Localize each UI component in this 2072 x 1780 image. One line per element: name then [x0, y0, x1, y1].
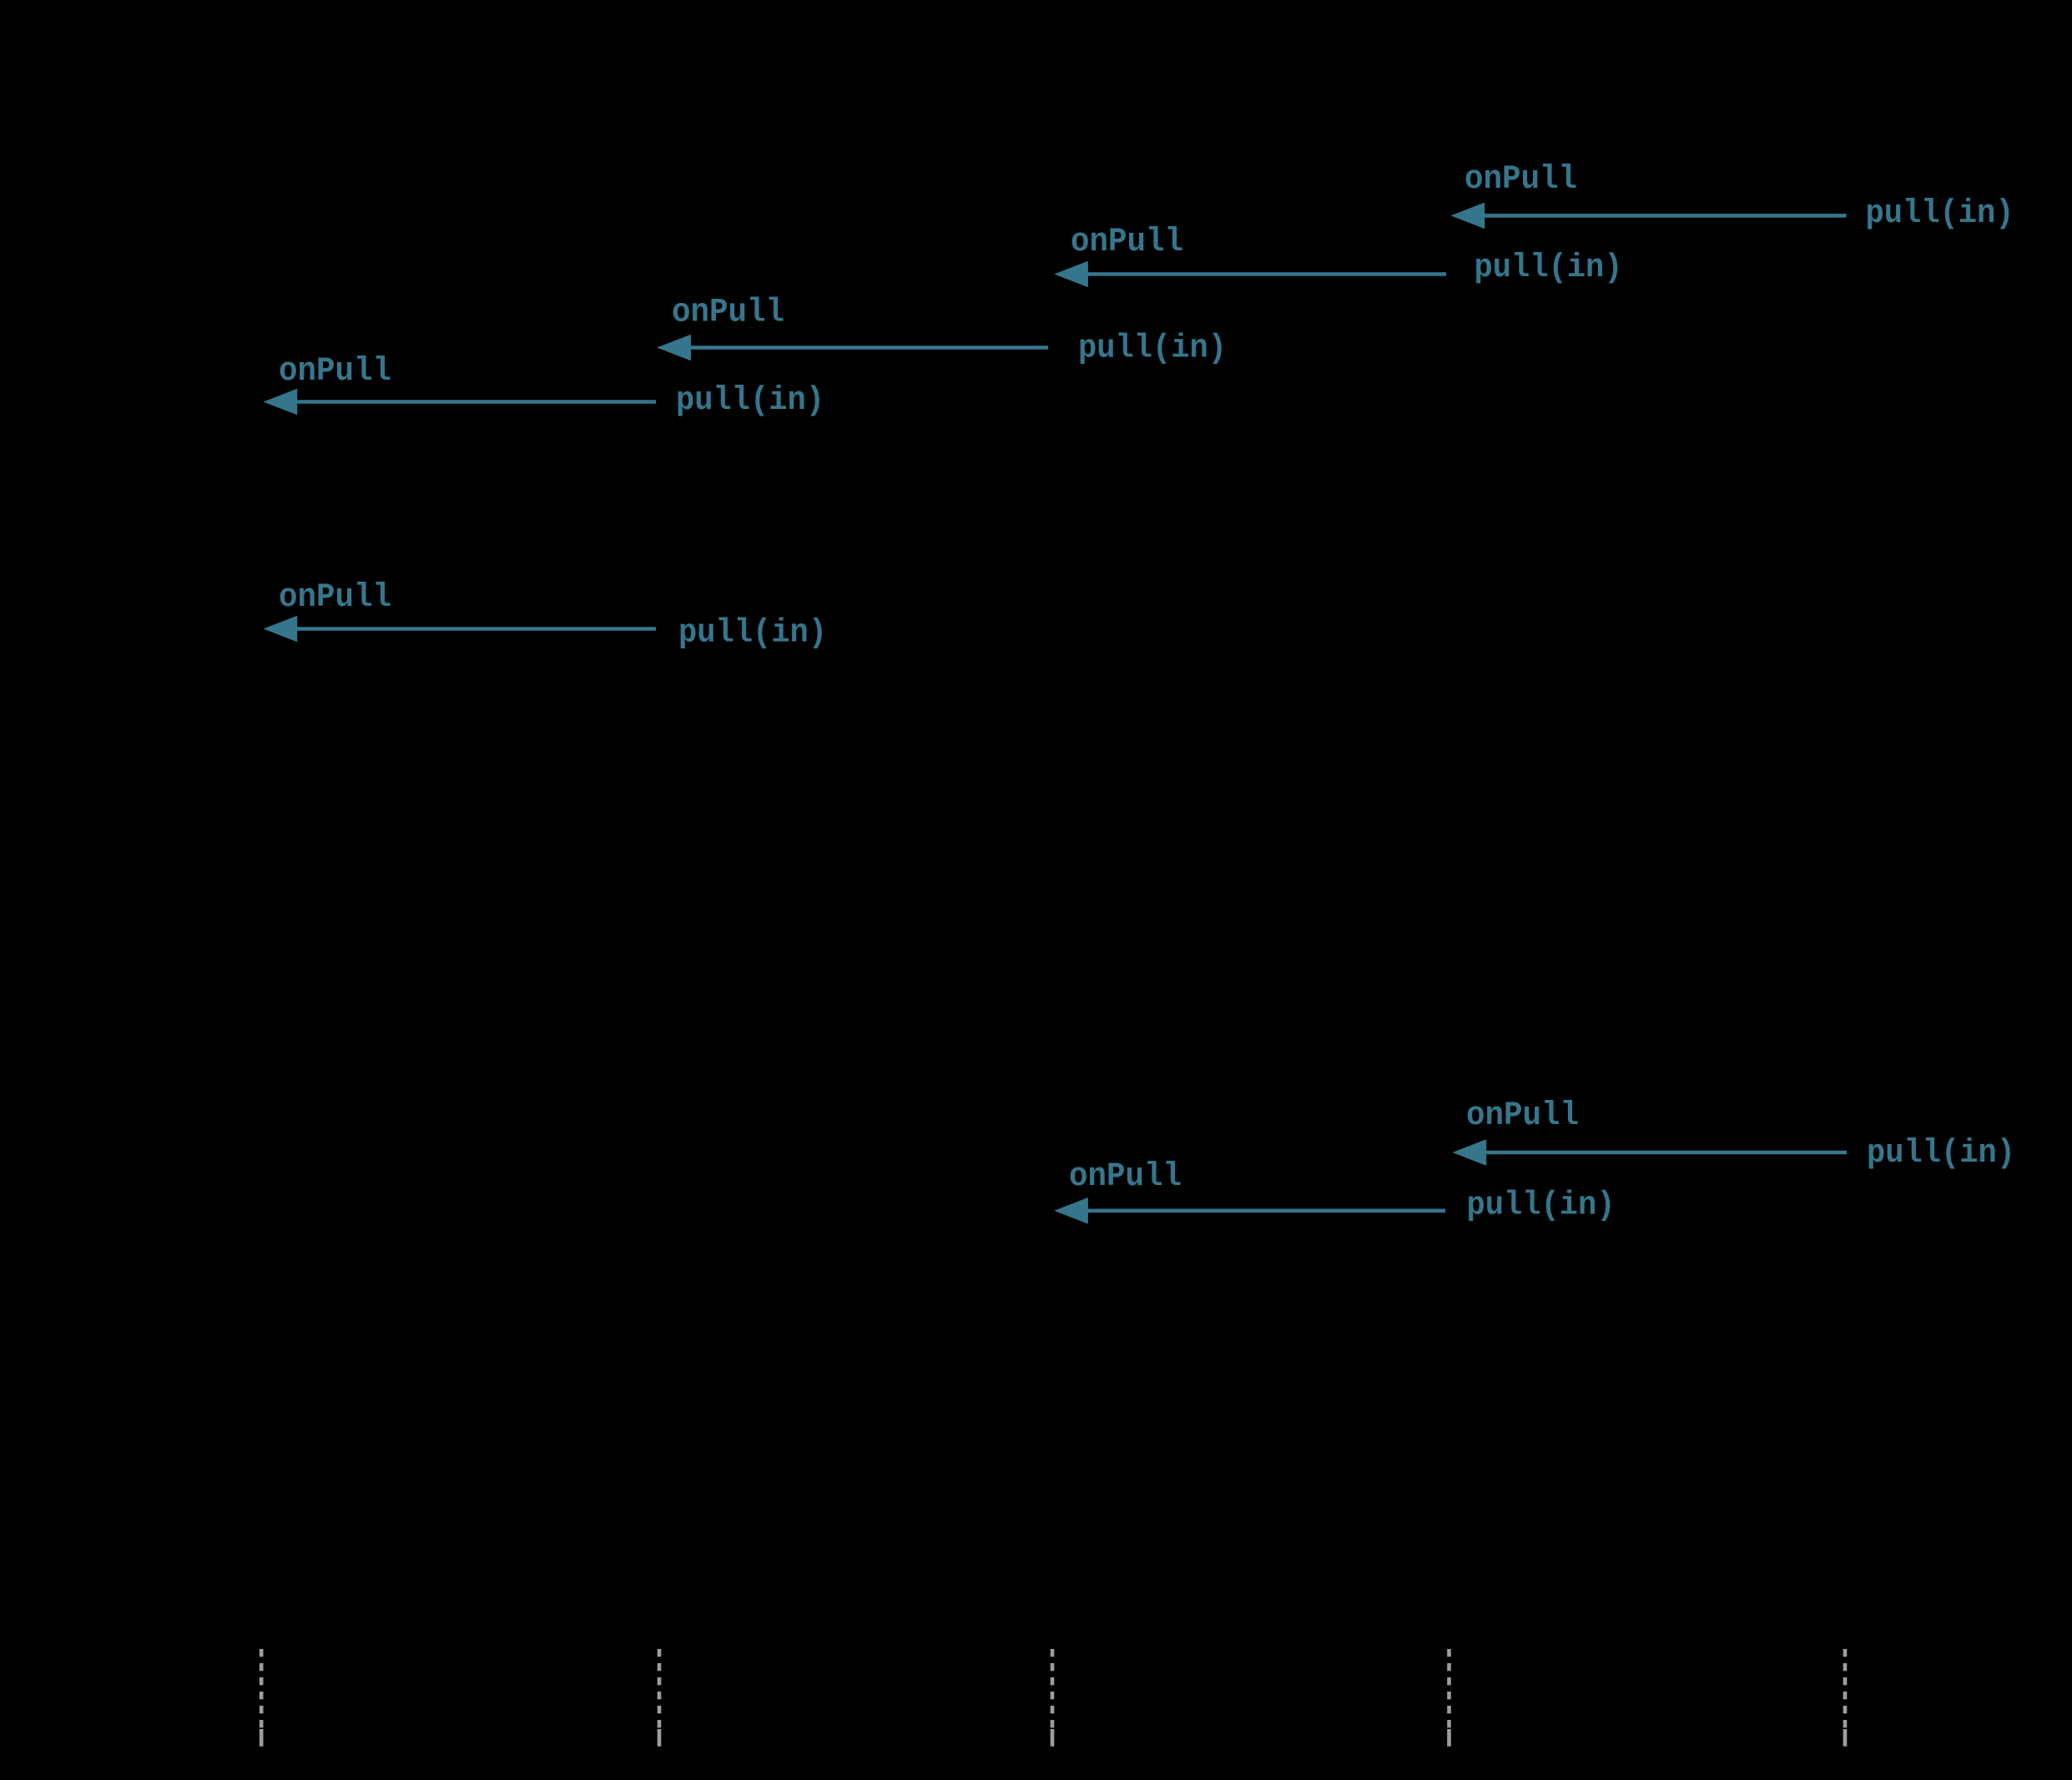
svg-text:pull(in): pull(in): [1867, 1135, 2015, 1172]
svg-text:onPull: onPull: [279, 579, 391, 617]
svg-text:onPull: onPull: [1069, 1158, 1182, 1196]
svg-text:pull(in): pull(in): [1467, 1188, 1616, 1225]
svg-text:pull(in): pull(in): [678, 615, 827, 653]
svg-text:onPull: onPull: [279, 353, 391, 391]
svg-text:onPull: onPull: [1465, 161, 1577, 199]
svg-text:onPull: onPull: [672, 295, 784, 332]
svg-text:onPull: onPull: [1071, 224, 1183, 261]
svg-text:onPull: onPull: [1466, 1097, 1579, 1135]
svg-text:pull(in): pull(in): [1475, 250, 1623, 287]
svg-text:pull(in): pull(in): [1078, 330, 1227, 368]
svg-text:pull(in): pull(in): [1866, 195, 2014, 233]
svg-text:pull(in): pull(in): [676, 382, 824, 420]
